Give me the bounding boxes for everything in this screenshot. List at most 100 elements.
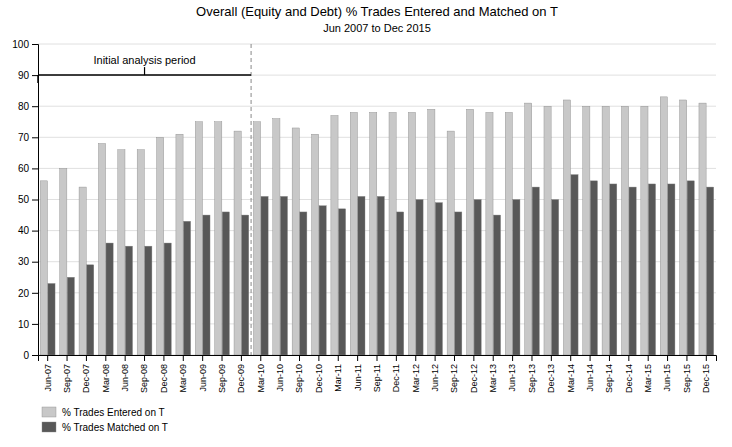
tick: Dec-13 [546, 355, 556, 393]
tick-mark [299, 355, 300, 361]
tick: Dec-09 [236, 355, 246, 393]
bar [242, 215, 249, 355]
bar [87, 265, 94, 355]
tick: Jun-13 [507, 355, 517, 392]
bars [40, 97, 713, 355]
tick: 100 [12, 39, 38, 50]
bar [273, 119, 280, 355]
bar [203, 215, 210, 355]
tick-mark [377, 355, 378, 361]
tick: Sep-09 [217, 355, 227, 393]
tick: Dec-08 [159, 355, 169, 393]
tick-mark [570, 355, 571, 361]
bar-series [48, 175, 714, 355]
tick-mark [415, 355, 416, 361]
tick-label: Sep-08 [139, 364, 149, 393]
bar [48, 283, 55, 355]
tick-label: Jun-08 [120, 364, 130, 392]
tick-label: 50 [18, 194, 30, 205]
tick: Sep-15 [682, 355, 692, 393]
tick: Dec-10 [314, 355, 324, 393]
bar [350, 112, 357, 355]
tick-mark [222, 355, 223, 361]
tick: Jun-15 [662, 355, 672, 392]
tick: Jun-07 [43, 355, 53, 392]
tick-label: Dec-11 [391, 364, 401, 392]
tick-mark [628, 355, 629, 361]
tick-mark [163, 355, 164, 361]
tick-label: 80 [18, 101, 30, 112]
bar [125, 246, 132, 355]
tick: Mar-10 [256, 355, 266, 393]
bar-series [40, 97, 706, 355]
bar [222, 212, 229, 355]
bar [377, 196, 384, 355]
bar [505, 112, 512, 355]
bar [660, 97, 667, 355]
bar [610, 184, 617, 355]
bar [474, 200, 481, 356]
bar [428, 109, 435, 355]
bar [253, 122, 260, 355]
tick: Jun-12 [430, 355, 440, 392]
period-divider [251, 44, 252, 355]
bar [525, 103, 532, 355]
bar [583, 106, 590, 355]
tick: Sep-08 [139, 355, 149, 393]
tick-mark [32, 231, 38, 232]
tick-label: Mar-13 [488, 364, 498, 393]
bar [397, 212, 404, 355]
tick-mark [32, 106, 38, 107]
bar [602, 106, 609, 355]
bar [680, 100, 687, 355]
tick: Dec-07 [81, 355, 91, 393]
tick-mark [609, 355, 610, 361]
bar [590, 181, 597, 355]
tick-mark [241, 355, 242, 361]
legend-label: % Trades Matched on T [62, 422, 168, 433]
tick: Mar-08 [101, 355, 111, 393]
bar [234, 131, 241, 355]
bar [648, 184, 655, 355]
tick-mark [260, 355, 261, 361]
bar [137, 150, 144, 355]
bar [338, 209, 345, 355]
grid-line [38, 106, 716, 107]
tick-mark [32, 44, 38, 45]
bar [215, 122, 222, 355]
bar [292, 128, 299, 355]
tick-label: 30 [18, 256, 30, 267]
tick: Mar-12 [411, 355, 421, 393]
tick-label: Dec-09 [236, 364, 246, 393]
tick-mark [32, 137, 38, 138]
legend-item: % Trades Entered on T [42, 407, 165, 418]
bar [319, 206, 326, 355]
tick-label: Jun-12 [430, 364, 440, 392]
tick: Mar-15 [643, 355, 653, 393]
tick: Mar-14 [566, 355, 576, 393]
tick-mark [648, 355, 649, 361]
tick-mark [32, 75, 38, 76]
tick-label: Sep-14 [604, 364, 614, 393]
tick: Jun-09 [198, 355, 208, 392]
tick-mark [32, 200, 38, 201]
bar [687, 181, 694, 355]
grid [38, 44, 716, 355]
chart: 0102030405060708090100Jun-07Sep-07Dec-07… [0, 0, 732, 447]
axis-domain [39, 356, 717, 362]
tick: 60 [18, 163, 38, 174]
tick-label: Mar-14 [566, 364, 576, 393]
tick-mark [512, 355, 513, 361]
tick-mark [318, 355, 319, 361]
tick-label: 40 [18, 225, 30, 236]
bar [312, 134, 319, 355]
bar [358, 196, 365, 355]
title: Overall (Equity and Debt) % Trades Enter… [196, 4, 558, 19]
tick-label: Sep-13 [527, 364, 537, 393]
bar [563, 100, 570, 355]
bar [331, 116, 338, 355]
bar [79, 187, 86, 355]
tick-mark [493, 355, 494, 361]
tick-label: Jun-15 [662, 364, 672, 392]
annotations: Initial analysis period [38, 44, 251, 355]
